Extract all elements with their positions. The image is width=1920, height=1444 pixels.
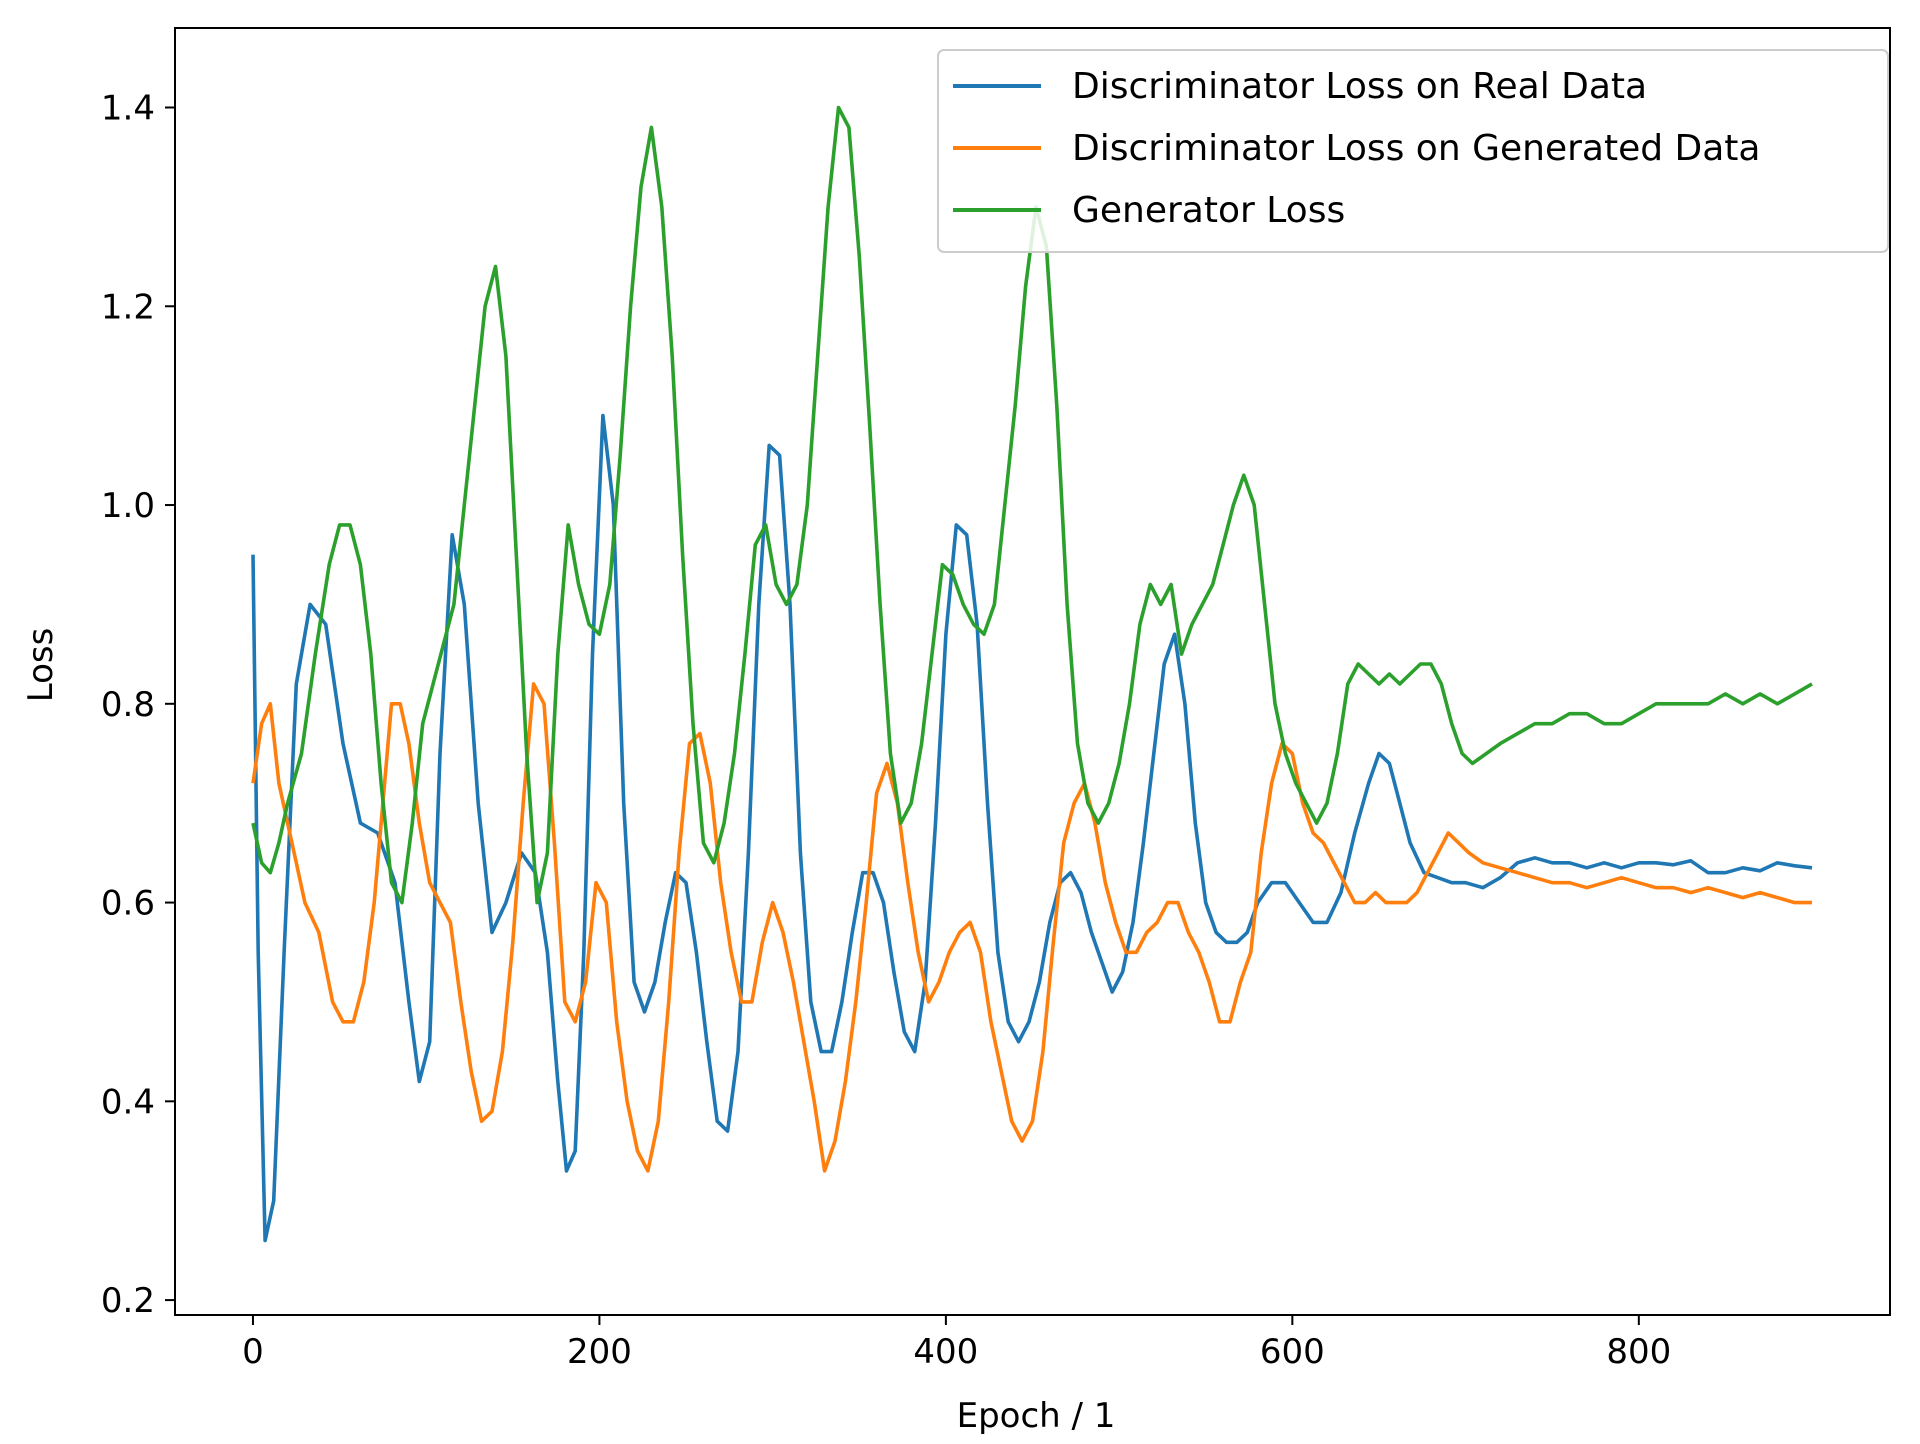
x-tick-label: 800 [1606,1332,1671,1372]
y-tick-label: 0.4 [101,1082,155,1122]
x-tick-label: 200 [567,1332,632,1372]
legend-label-1: Discriminator Loss on Real Data [1072,66,1647,107]
y-tick-label: 1.4 [101,89,155,129]
axes-group: 0 200 400 600 800 0.2 0.4 0.6 0.8 1.0 1.2 1.4 [101,27,1891,1372]
series-group [251,105,1813,1243]
plot-frame [174,27,1891,1316]
y-axis-label: Loss [21,628,61,703]
x-tick-label: 0 [242,1332,264,1372]
legend: Discriminator Loss on Real Data Discrimin… [937,49,1889,253]
legend-label-3: Generator Loss [1072,190,1345,231]
y-tick-label: 0.2 [101,1281,155,1321]
x-tick-label: 600 [1260,1332,1325,1372]
legend-label-2: Discriminator Loss on Generated Data [1072,128,1760,169]
series-line-2 [251,682,1812,1173]
x-axis-label: Epoch / 1 [957,1396,1116,1436]
series-line-3 [251,105,1813,905]
legend-box [937,49,1889,253]
y-tick-label: 0.6 [101,884,155,924]
x-tick-label: 400 [913,1332,978,1372]
y-tick-label: 1.0 [101,486,155,526]
y-tick-label: 1.2 [101,287,155,327]
y-tick-label: 0.8 [101,685,155,725]
series-line-1 [251,413,1813,1243]
